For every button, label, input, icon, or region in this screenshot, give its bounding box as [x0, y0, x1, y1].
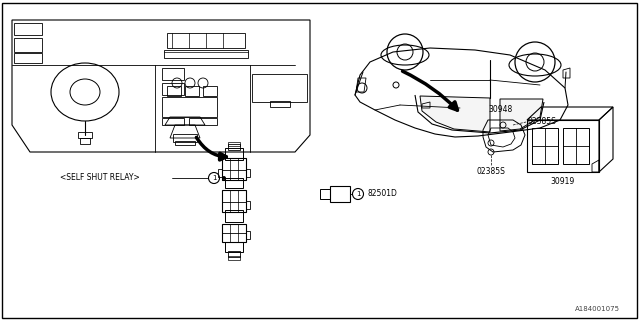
Text: 82501D: 82501D — [368, 189, 398, 198]
Bar — [246, 201, 250, 209]
Text: 1: 1 — [356, 191, 360, 197]
Bar — [563, 128, 589, 164]
Text: 30919: 30919 — [551, 178, 575, 187]
Bar — [527, 120, 599, 172]
Bar — [330, 186, 350, 202]
Bar — [252, 74, 307, 102]
Bar — [173, 134, 197, 142]
Bar — [185, 86, 199, 96]
Bar — [222, 224, 246, 242]
Text: 02385S: 02385S — [528, 117, 557, 126]
Bar — [78, 132, 92, 138]
Bar — [225, 148, 243, 160]
Bar — [167, 33, 245, 48]
Text: <SELF SHUT RELAY>: <SELF SHUT RELAY> — [60, 173, 140, 182]
Bar — [14, 38, 42, 52]
Bar — [320, 189, 330, 199]
Bar — [175, 141, 195, 145]
Bar — [225, 178, 243, 188]
Bar — [164, 50, 248, 58]
Circle shape — [223, 177, 225, 180]
Bar — [162, 68, 184, 80]
Bar — [532, 128, 558, 164]
Polygon shape — [420, 96, 490, 132]
Text: 1: 1 — [212, 175, 216, 181]
Bar — [270, 101, 290, 107]
Bar — [225, 242, 243, 252]
Polygon shape — [500, 99, 543, 131]
Bar — [218, 169, 222, 177]
Bar — [228, 256, 240, 260]
Bar — [162, 118, 184, 125]
Bar — [228, 142, 240, 146]
Bar — [162, 83, 184, 95]
Bar — [246, 231, 250, 239]
Bar — [222, 158, 246, 180]
Text: 30948: 30948 — [489, 106, 513, 115]
Bar — [203, 86, 217, 96]
Bar — [162, 97, 217, 117]
Bar — [167, 86, 181, 96]
Bar — [14, 53, 42, 63]
Text: A184001075: A184001075 — [575, 306, 620, 312]
Text: 02385S: 02385S — [477, 167, 506, 177]
Bar — [14, 23, 42, 35]
Bar — [228, 251, 240, 257]
Bar — [228, 144, 240, 150]
Bar — [222, 190, 246, 212]
Bar — [80, 138, 90, 144]
Bar — [189, 118, 217, 125]
Bar — [246, 169, 250, 177]
Bar — [225, 210, 243, 222]
